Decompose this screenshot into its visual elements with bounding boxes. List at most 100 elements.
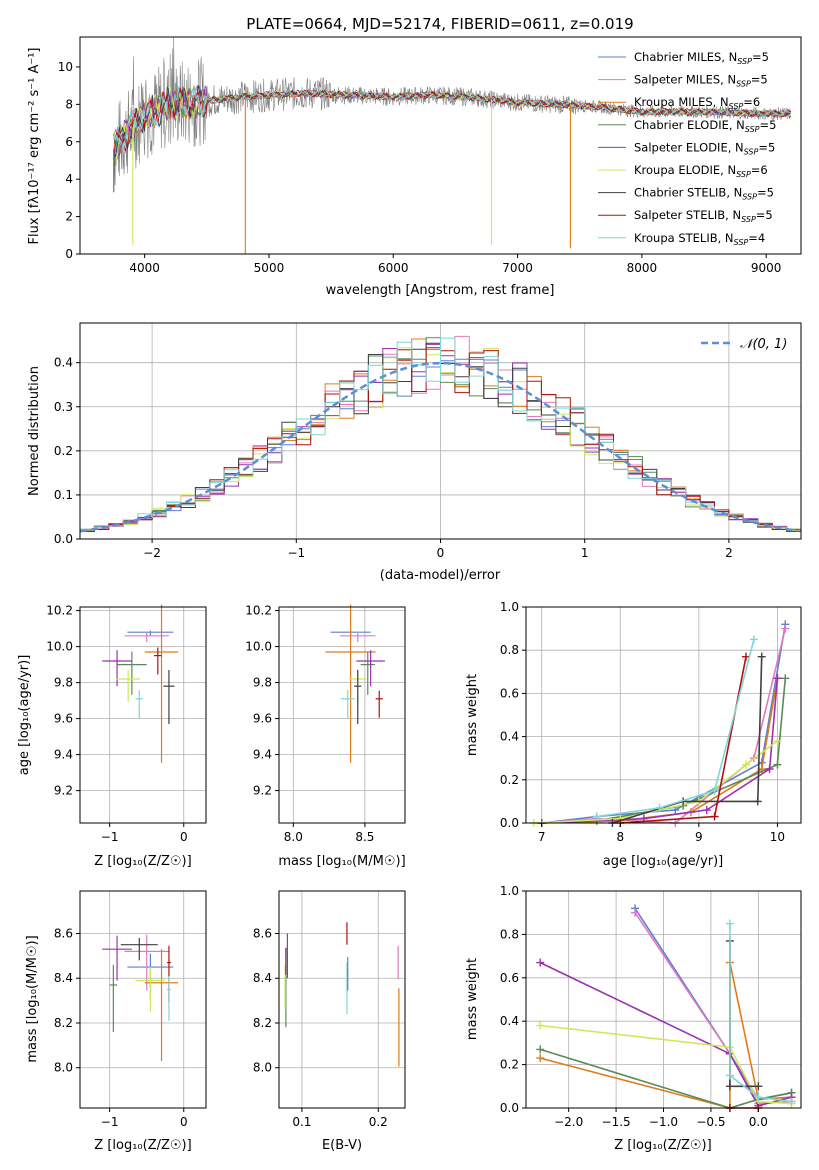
x-tick-label: 6000	[378, 261, 409, 275]
plus-marker	[725, 1071, 734, 1080]
mass-weight-series-4	[539, 961, 792, 1107]
age-vs-Z-axes-frame	[79, 606, 207, 824]
mass-weight-series-8	[729, 923, 792, 1103]
x-tick-label: 8000	[627, 261, 658, 275]
x-tick-label: 0	[437, 546, 445, 560]
mass-vs-EBV-xlabel: E(B-V)	[322, 1138, 362, 1153]
x-tick-label: 7000	[502, 261, 533, 275]
mass-vs-extinction-panel: 0.1 0.2 8.0 8.2 8.4 8.6 E(B-V)	[253, 890, 406, 1153]
y-tick-label: 9.2	[54, 784, 73, 798]
y-tick-label: 0.2	[500, 773, 519, 787]
x-tick-label: 5000	[254, 261, 285, 275]
x-tick-label: 7	[538, 830, 546, 844]
residual-histograms	[79, 335, 801, 533]
y-tick-label: 0	[65, 247, 73, 261]
y-tick-label: 9.8	[253, 676, 272, 690]
y-tick-label: 0.4	[500, 1014, 519, 1028]
x-tick-label: −2.0	[554, 1115, 583, 1129]
x-tick-label: 1	[581, 546, 589, 560]
mass-weight-series-3	[539, 1048, 792, 1109]
x-tick-label: 8.0	[284, 830, 303, 844]
mass-vs-Z-axes-frame	[79, 890, 207, 1109]
legend-entry: Kroupa STELIB, NSSP=4	[634, 231, 765, 247]
y-tick-label: 8	[65, 97, 73, 111]
y-tick-label: 0.2	[500, 1058, 519, 1072]
spectrum-ylabel: Flux [fλ10⁻¹⁷ erg cm⁻² s⁻¹ A⁻¹]	[27, 48, 42, 245]
y-tick-label: 8.4	[54, 971, 73, 985]
mass-weight-vs-metallicity-panel: −2.0 −1.5 −1.0 −0.5 0.0 0.0 0.2 0.4 0.6 0.8 1.0 Z …	[465, 884, 802, 1153]
x-tick-label: 9000	[751, 261, 782, 275]
normal-distribution-curve	[79, 361, 799, 533]
y-tick-label: 0.8	[500, 927, 519, 941]
spectrum-legend: Chabrier MILES, NSSP=5 Salpeter MILES, NS…	[598, 50, 776, 247]
mass-weight-vs-age-ylabel: mass weight	[465, 674, 480, 756]
plus-marker	[773, 674, 782, 683]
x-tick-label: 0	[180, 1115, 188, 1129]
spectrum-series	[113, 36, 792, 254]
x-tick-label: −2	[143, 546, 161, 560]
spectrum-xlabel: wavelength [Angstrom, rest frame]	[326, 283, 555, 298]
x-tick-label: 8.5	[355, 830, 374, 844]
residuals-xlabel: (data-model)/error	[380, 568, 501, 583]
plus-marker	[710, 812, 719, 821]
x-tick-label: −1.5	[602, 1115, 631, 1129]
plus-marker	[757, 652, 766, 661]
plus-marker	[773, 736, 782, 745]
age-vs-mass-xlabel: mass [log₁₀(M/M☉)]	[278, 854, 405, 869]
y-tick-label: 0.4	[54, 356, 73, 370]
mass-weight-vs-age-axes-frame	[525, 606, 802, 824]
x-tick-label: 0.0	[749, 1115, 768, 1129]
mass-weight-series-8	[596, 639, 755, 818]
x-tick-label: 2	[725, 546, 733, 560]
y-tick-label: 9.2	[253, 784, 272, 798]
mass-vs-Z-ylabel: mass [log₁₀(M/M☉)]	[25, 935, 40, 1062]
y-tick-label: 8.6	[253, 927, 272, 941]
y-tick-label: 8.4	[253, 971, 272, 985]
mass-weight-vs-age-xlabel: age [log₁₀(age/yr)]	[603, 854, 724, 869]
y-tick-label: 1.0	[500, 600, 519, 614]
mass-weight-series-5	[540, 1024, 792, 1105]
y-tick-label: 8.6	[54, 927, 73, 941]
y-tick-label: 0.3	[54, 400, 73, 414]
y-tick-label: 0.0	[500, 1101, 519, 1115]
residuals-legend: 𝒩(0, 1)	[701, 337, 787, 352]
age-vs-Z-ylabel: age [log₁₀(age/yr)]	[17, 655, 32, 776]
plus-marker	[592, 812, 601, 821]
y-tick-label: 9.8	[54, 676, 73, 690]
plus-marker	[749, 635, 758, 644]
plus-marker	[710, 786, 719, 795]
legend-entry: Salpeter ELODIE, NSSP=5	[634, 140, 775, 156]
legend-entry: Salpeter MILES, NSSP=5	[634, 73, 768, 89]
y-tick-label: 0.0	[500, 816, 519, 830]
y-tick-label: 10.0	[46, 640, 73, 654]
x-tick-label: 0.1	[292, 1115, 311, 1129]
y-tick-label: 4	[65, 172, 73, 186]
y-tick-label: 10.2	[245, 604, 272, 618]
x-tick-label: −0.5	[696, 1115, 725, 1129]
x-tick-label: 0.2	[369, 1115, 388, 1129]
x-tick-label: −1	[287, 546, 305, 560]
legend-entry: Chabrier STELIB, NSSP=5	[634, 186, 774, 202]
y-tick-label: 9.6	[253, 712, 272, 726]
legend-entry: Chabrier MILES, NSSP=5	[634, 50, 769, 66]
plus-marker	[702, 806, 711, 815]
normal-legend-label: 𝒩(0, 1)	[740, 337, 787, 352]
y-tick-label: 10	[58, 60, 73, 74]
y-tick-label: 8.2	[253, 1016, 272, 1030]
y-tick-label: 10.0	[245, 640, 272, 654]
plus-marker	[773, 760, 782, 769]
legend-entry: Kroupa ELODIE, NSSP=6	[634, 163, 768, 179]
plus-marker	[631, 908, 640, 917]
y-tick-label: 8.0	[54, 1061, 73, 1075]
y-tick-label: 0.4	[500, 730, 519, 744]
legend-entry: Kroupa MILES, NSSP=6	[634, 95, 760, 111]
plus-marker	[787, 1097, 796, 1106]
y-tick-label: 0.8	[500, 643, 519, 657]
plus-marker	[536, 958, 545, 967]
y-tick-label: 9.4	[54, 748, 73, 762]
spectrum-panel: PLATE=0664, MJD=52174, FIBERID=0611, z=0…	[27, 15, 802, 298]
mass-vs-metallicity-panel: −1 0 8.0 8.2 8.4 8.6 Z [log₁₀(Z/Z☉)] mass [lo…	[25, 890, 207, 1153]
plus-marker	[753, 797, 762, 806]
y-tick-label: 8.0	[253, 1061, 272, 1075]
y-tick-label: 6	[65, 135, 73, 149]
